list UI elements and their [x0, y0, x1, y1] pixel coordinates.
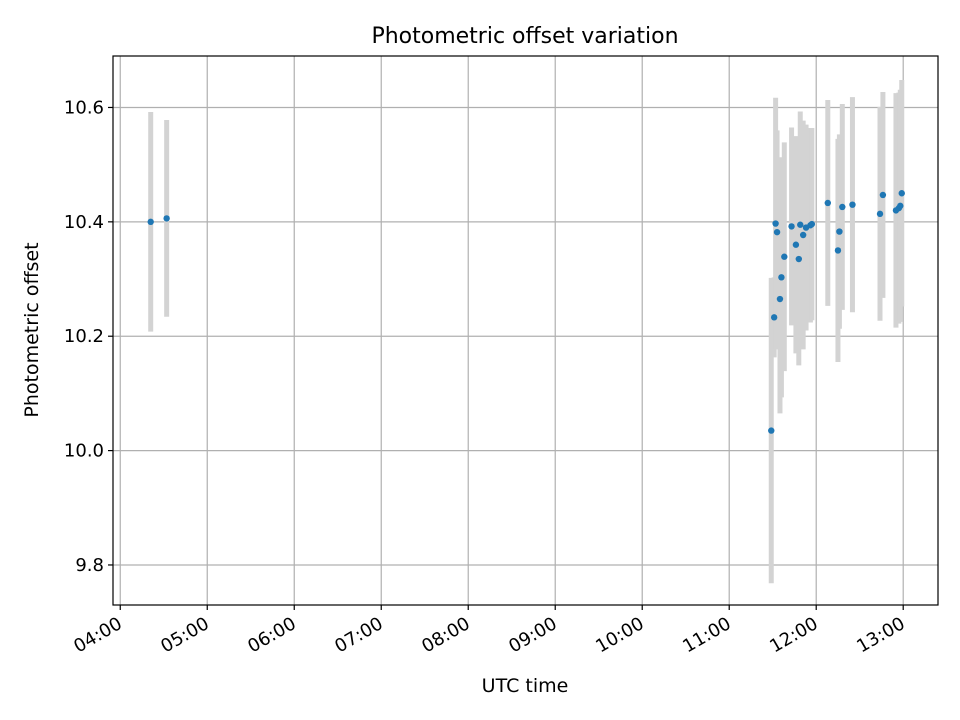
y-tick-label: 10.4 [64, 212, 104, 233]
data-point [834, 247, 842, 254]
plot-frame [112, 55, 939, 606]
data-point [147, 218, 154, 226]
chart-title: Photometric offset variation [371, 24, 678, 49]
data-point [773, 228, 781, 236]
y-axis-ticks: 9.8 10.0 10.2 10.4 10.6 [64, 97, 113, 576]
data-point [836, 228, 843, 235]
data-point [788, 223, 795, 230]
data-point [792, 241, 800, 248]
data-point [772, 220, 779, 227]
data-point [778, 274, 785, 281]
data-point [879, 191, 887, 199]
y-tick-label: 9.8 [75, 555, 104, 576]
data-point [849, 201, 856, 208]
data-point [799, 231, 807, 239]
x-axis-label: UTC time [482, 675, 569, 697]
data-point [824, 199, 832, 207]
data-point [768, 427, 775, 434]
data-point [163, 215, 170, 222]
data-point [839, 203, 846, 211]
y-tick-label: 10.6 [64, 97, 104, 118]
grid [113, 56, 938, 605]
data-point [876, 210, 884, 218]
data-points [147, 190, 905, 434]
data-point [795, 255, 803, 263]
data-point [808, 220, 816, 228]
data-point [776, 295, 784, 303]
data-point [770, 314, 778, 321]
y-tick-label: 10.0 [64, 441, 104, 462]
data-point [797, 221, 804, 228]
data-point [781, 253, 788, 260]
y-tick-label: 10.2 [64, 326, 104, 347]
data-point [898, 190, 905, 197]
y-axis-label: Photometric offset [21, 242, 43, 417]
data-point [897, 202, 904, 210]
